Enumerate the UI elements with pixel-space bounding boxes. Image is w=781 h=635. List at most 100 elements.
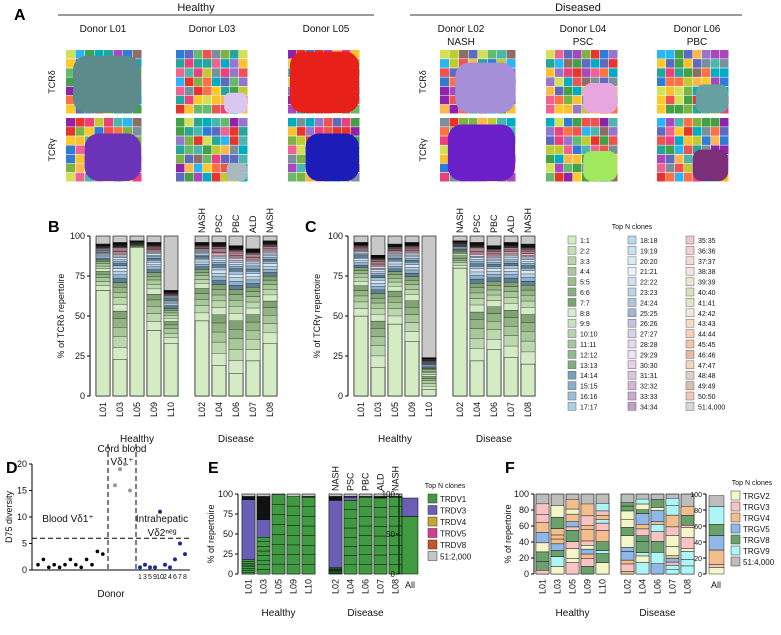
F-segment [580, 525, 595, 530]
C-segment [452, 253, 468, 256]
F-legend-swatch [730, 490, 741, 501]
C-segment [469, 271, 485, 276]
E-legend-swatch [427, 493, 438, 504]
B-segment [262, 249, 278, 251]
F-segment [550, 528, 565, 536]
panelA-donor-L01: Donor L01 [80, 24, 127, 35]
panel-letter-b: B [48, 219, 60, 236]
B-segment [194, 305, 210, 314]
legendBC-label: 15:15 [580, 384, 598, 391]
treemap-clone [212, 50, 221, 59]
E-group-1: Disease [347, 608, 384, 619]
treemap-clone [600, 50, 609, 59]
B-segment [112, 282, 128, 288]
C-segment [469, 254, 485, 257]
legendBC-swatch [627, 256, 637, 266]
C-segment [404, 284, 420, 290]
treemap-clone [212, 77, 221, 86]
panelA-donor-L05: Donor L05 [303, 24, 350, 35]
B-segment [163, 310, 179, 314]
C-segment [486, 281, 502, 286]
treemap-clone [573, 136, 582, 145]
F-segment [535, 561, 550, 571]
B-segment [211, 322, 227, 333]
E-segment-trdv1 [271, 524, 286, 535]
treemap-clone [230, 50, 239, 59]
treemap-clone [506, 59, 516, 68]
C-segment [486, 266, 502, 269]
treemap-top-clone [289, 51, 359, 113]
treemap-clone [176, 154, 185, 164]
B-segment [228, 274, 244, 278]
B-segment [194, 293, 210, 300]
D-xtick-label: 6 [173, 574, 177, 581]
legendBC-swatch [685, 235, 695, 245]
treemap-clone [693, 77, 702, 86]
F-segment [635, 513, 650, 525]
C-segment [370, 320, 386, 329]
B-bar-top-L03 [112, 358, 128, 397]
treemap-clone [239, 154, 248, 164]
F-segment [680, 548, 695, 552]
treemap-clone [675, 86, 684, 96]
B-segment [146, 284, 162, 290]
treemap-clone [684, 127, 693, 136]
B-bar-top-L02 [194, 320, 210, 397]
C-segment [421, 371, 437, 373]
C-segment [520, 277, 536, 282]
F-segment [650, 507, 665, 511]
F-segment [565, 499, 580, 510]
treemap-clone [711, 68, 720, 77]
treemap-clone [342, 118, 351, 127]
C-segment [486, 300, 502, 307]
treemap-clone [324, 118, 333, 127]
treemap-clone [675, 118, 684, 127]
C-bar-top-L02 [452, 267, 468, 397]
treemap-clone [459, 118, 468, 127]
legendBC-swatch [627, 298, 637, 307]
treemap-clone [506, 50, 516, 59]
treemap-clone [351, 104, 360, 114]
C-segment [486, 285, 502, 291]
legendBC-swatch [567, 329, 577, 338]
treemap-clone [702, 127, 711, 136]
B-segment [112, 297, 128, 305]
D-xtick-label: 5 [148, 574, 152, 581]
treemap-0 [66, 50, 142, 114]
C-segment [503, 335, 519, 347]
F-segment [565, 526, 580, 531]
panel-letter-e: E [208, 460, 219, 477]
B-segment [112, 347, 128, 360]
C-segment [520, 289, 536, 296]
B-segment [146, 250, 162, 252]
legendBC-swatch [567, 277, 577, 286]
B-segment [163, 332, 179, 339]
B-segment [245, 291, 261, 297]
E-xlabel-L06: L06 [361, 579, 371, 594]
B-ytick-label: 25 [75, 351, 85, 361]
C-annotation-L08: NASH [523, 208, 533, 233]
B-segment [146, 249, 162, 251]
legendBC-swatch [627, 277, 637, 286]
legendBC-swatch [685, 256, 695, 266]
treemap-clone [609, 127, 618, 136]
treemap-clone [440, 77, 449, 86]
treemap-clone [221, 127, 230, 136]
E-xlabel-L03: L03 [259, 579, 269, 594]
B-segment [194, 259, 210, 263]
E-segment-trdv1 [373, 516, 388, 527]
C-segment [486, 255, 502, 257]
C-segment [370, 265, 386, 267]
treemap-clone [194, 50, 203, 59]
F-legend-label: TRGV2 [743, 492, 770, 501]
treemap-clone [591, 50, 600, 59]
treemap-clone [185, 59, 194, 68]
E-segment-trdv1 [373, 564, 388, 575]
treemap-clone [684, 59, 693, 68]
C-segment [503, 251, 519, 254]
E-segment-trdv1 [373, 526, 388, 537]
E-segment-trdv1 [388, 506, 403, 517]
B-segment [211, 249, 227, 251]
panelA-treemaps [66, 50, 729, 182]
treemap-clone [546, 50, 555, 59]
